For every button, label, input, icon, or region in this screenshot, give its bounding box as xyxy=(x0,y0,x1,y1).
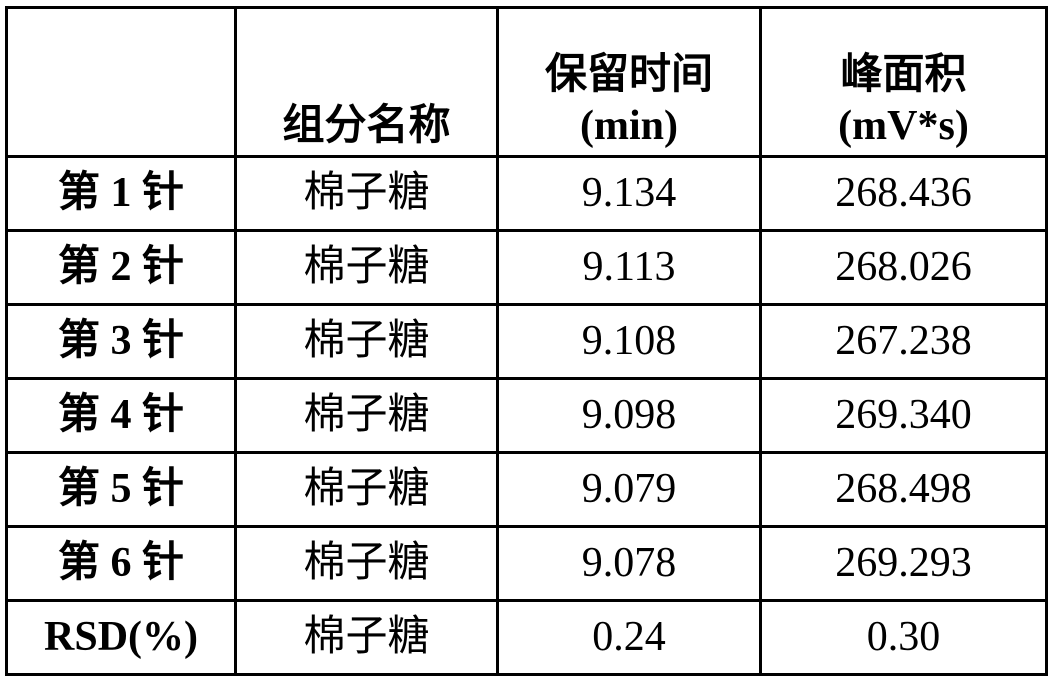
row-label: 第 5 针 xyxy=(5,451,237,528)
retention-time-cell: 9.108 xyxy=(496,303,762,380)
retention-time-cell: 9.098 xyxy=(496,377,762,454)
header-component: 组分名称 xyxy=(234,6,499,158)
table-row: RSD(%) 棉子糖 0.24 0.30 xyxy=(5,599,1048,676)
peak-area-cell: 267.238 xyxy=(759,303,1048,380)
table-row: 第 6 针棉子糖 9.078 269.293 xyxy=(5,525,1048,602)
peak-area-cell: 0.30 xyxy=(759,599,1048,676)
retention-time-cell: 9.078 xyxy=(496,525,762,602)
header-retention-time-label: 保留时间 xyxy=(544,52,713,99)
component-cell: 棉子糖 xyxy=(234,229,499,306)
results-table: 组分名称 保留时间 (min) 峰面积 (mV*s) 第 1 针棉子糖 9.134 26… xyxy=(5,6,1048,676)
header-peak-area: 峰面积 (mV*s) xyxy=(759,6,1048,158)
row-label: RSD(%) xyxy=(5,599,237,676)
retention-time-cell: 0.24 xyxy=(496,599,762,676)
peak-area-cell: 268.436 xyxy=(759,155,1048,232)
row-label: 第 1 针 xyxy=(5,155,237,232)
peak-area-cell: 268.498 xyxy=(759,451,1048,528)
header-retention-time: 保留时间 (min) xyxy=(496,6,762,158)
table-row: 第 4 针棉子糖 9.098 269.340 xyxy=(5,377,1048,454)
header-peak-area-label: 峰面积 xyxy=(840,52,967,99)
component-cell: 棉子糖 xyxy=(234,451,499,528)
header-row: 组分名称 保留时间 (min) 峰面积 (mV*s) xyxy=(5,6,1048,158)
header-peak-area-unit: (mV*s) xyxy=(838,102,969,149)
table-row: 第 3 针棉子糖 9.108 267.238 xyxy=(5,303,1048,380)
header-retention-time-unit: (min) xyxy=(580,102,678,149)
retention-time-cell: 9.079 xyxy=(496,451,762,528)
table-row: 第 1 针棉子糖 9.134 268.436 xyxy=(5,155,1048,232)
row-label: 第 4 针 xyxy=(5,377,237,454)
peak-area-cell: 268.026 xyxy=(759,229,1048,306)
header-empty xyxy=(5,6,237,158)
peak-area-cell: 269.340 xyxy=(759,377,1048,454)
retention-time-cell: 9.113 xyxy=(496,229,762,306)
retention-time-cell: 9.134 xyxy=(496,155,762,232)
peak-area-cell: 269.293 xyxy=(759,525,1048,602)
component-cell: 棉子糖 xyxy=(234,525,499,602)
row-label: 第 6 针 xyxy=(5,525,237,602)
row-label: 第 3 针 xyxy=(5,303,237,380)
table-row: 第 5 针棉子糖 9.079 268.498 xyxy=(5,451,1048,528)
component-cell: 棉子糖 xyxy=(234,377,499,454)
component-cell: 棉子糖 xyxy=(234,599,499,676)
component-cell: 棉子糖 xyxy=(234,303,499,380)
component-cell: 棉子糖 xyxy=(234,155,499,232)
row-label: 第 2 针 xyxy=(5,229,237,306)
table-row: 第 2 针棉子糖 9.113 268.026 xyxy=(5,229,1048,306)
